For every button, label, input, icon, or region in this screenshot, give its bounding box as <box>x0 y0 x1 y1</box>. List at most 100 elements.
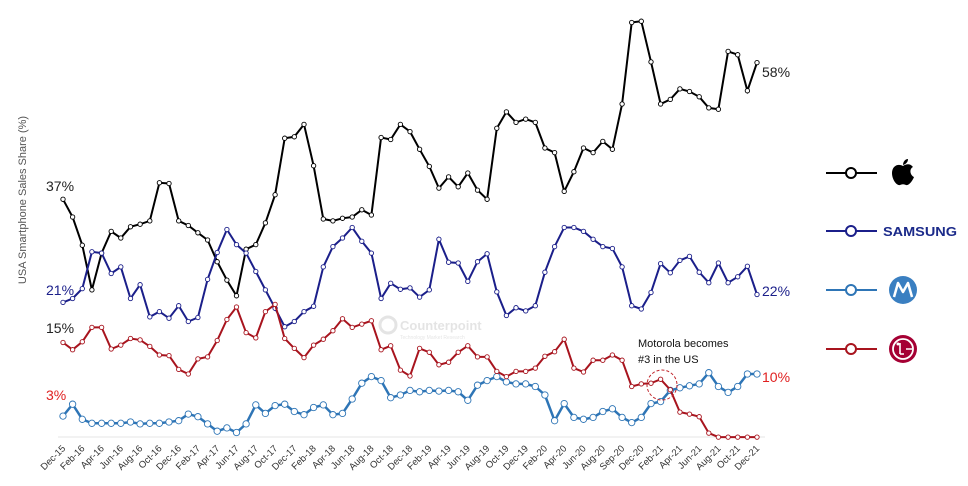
data-point-motorola <box>223 424 231 432</box>
data-point-lg <box>532 365 538 371</box>
data-point-lg <box>686 411 693 417</box>
data-point-motorola <box>493 372 501 381</box>
data-point-lg <box>667 387 673 393</box>
data-point-lg <box>744 434 751 440</box>
data-point-apple <box>349 214 355 220</box>
data-point-apple <box>320 216 326 222</box>
data-point-lg <box>474 354 481 360</box>
data-point-motorola <box>550 417 559 425</box>
data-point-apple <box>648 59 654 65</box>
data-point-samsung <box>233 241 240 248</box>
data-point-lg <box>754 434 760 440</box>
data-point-motorola <box>599 407 607 416</box>
data-point-lg <box>407 373 413 379</box>
apple-start-label: 37% <box>46 178 74 194</box>
data-point-lg <box>291 345 297 352</box>
watermark-brand: Counterpoint <box>400 318 482 333</box>
data-point-samsung <box>320 264 326 270</box>
data-point-motorola <box>338 409 347 418</box>
crossover-highlight-circle <box>646 369 678 401</box>
data-point-motorola <box>753 370 761 378</box>
data-point-apple <box>407 128 413 135</box>
data-point-motorola <box>117 419 125 427</box>
data-point-apple <box>484 196 490 202</box>
data-point-motorola <box>570 413 578 422</box>
data-point-lg <box>735 434 741 440</box>
samsung-logo-wordmark: Samsung <box>883 224 957 239</box>
data-point-lg <box>551 349 558 355</box>
data-point-apple <box>503 109 510 115</box>
data-point-samsung <box>98 250 105 256</box>
data-point-lg <box>494 368 500 375</box>
series-layer <box>59 18 761 440</box>
data-point-lg <box>272 301 278 308</box>
x-tick-labels: Dec-15Feb-16Apr-16Jun-16Aug-16Oct-16Dec-… <box>39 443 762 472</box>
data-point-apple <box>301 121 307 128</box>
data-point-lg <box>580 369 587 375</box>
apple-end-label: 58% <box>762 64 790 80</box>
data-point-lg <box>368 318 375 324</box>
data-point-motorola <box>695 380 703 388</box>
data-point-samsung <box>330 243 336 250</box>
data-point-lg <box>214 337 220 344</box>
data-point-lg <box>108 346 114 352</box>
data-point-motorola <box>425 386 433 395</box>
data-point-lg <box>118 342 124 348</box>
data-point-motorola <box>175 417 183 425</box>
data-point-lg <box>330 328 336 334</box>
data-point-apple <box>580 145 587 151</box>
data-point-lg <box>725 434 731 440</box>
data-point-samsung <box>156 308 163 315</box>
data-point-lg <box>513 368 519 375</box>
series-lg <box>60 301 760 440</box>
data-point-apple <box>118 235 124 241</box>
data-point-motorola <box>714 382 723 391</box>
data-point-lg <box>166 352 172 359</box>
data-point-motorola <box>406 386 414 395</box>
data-point-samsung <box>657 260 664 267</box>
data-point-apple <box>262 220 269 226</box>
data-point-samsung <box>696 269 702 275</box>
data-point-lg <box>89 324 95 331</box>
data-point-apple <box>445 174 452 180</box>
data-point-lg <box>98 324 105 331</box>
data-point-motorola <box>281 400 289 408</box>
data-point-motorola <box>261 409 270 418</box>
data-point-lg <box>185 371 191 377</box>
data-point-samsung <box>725 280 731 286</box>
data-point-apple <box>532 119 538 126</box>
data-point-motorola <box>319 401 327 409</box>
data-point-samsung <box>310 303 317 309</box>
data-point-motorola <box>502 378 511 386</box>
data-point-samsung <box>60 299 66 306</box>
data-point-motorola <box>608 405 617 413</box>
data-point-samsung <box>648 289 654 296</box>
data-point-samsung <box>137 282 143 288</box>
data-point-samsung <box>291 318 297 325</box>
legend-marker-samsung <box>845 225 857 237</box>
data-point-apple <box>195 230 201 236</box>
data-point-apple <box>339 215 346 221</box>
data-point-motorola <box>541 391 549 399</box>
data-point-apple <box>609 146 616 152</box>
data-point-samsung <box>754 291 760 298</box>
data-point-lg <box>609 352 616 358</box>
series-samsung <box>60 224 760 330</box>
data-point-apple <box>397 121 404 128</box>
data-point-samsung <box>349 224 355 231</box>
data-point-samsung <box>744 263 751 269</box>
data-point-samsung <box>609 245 616 252</box>
data-point-samsung <box>494 289 500 295</box>
data-point-lg <box>648 380 654 386</box>
data-point-lg <box>233 304 240 310</box>
watermark: Counterpoint Technology Market Research <box>378 315 482 341</box>
data-point-apple <box>657 101 664 107</box>
data-point-samsung <box>580 228 587 235</box>
data-point-apple <box>725 48 731 55</box>
data-point-samsung <box>118 264 124 270</box>
data-point-samsung <box>89 249 95 255</box>
data-point-samsung <box>127 295 134 302</box>
data-point-motorola <box>637 413 645 422</box>
data-point-motorola <box>213 427 221 435</box>
series-line-samsung <box>62 225 758 329</box>
